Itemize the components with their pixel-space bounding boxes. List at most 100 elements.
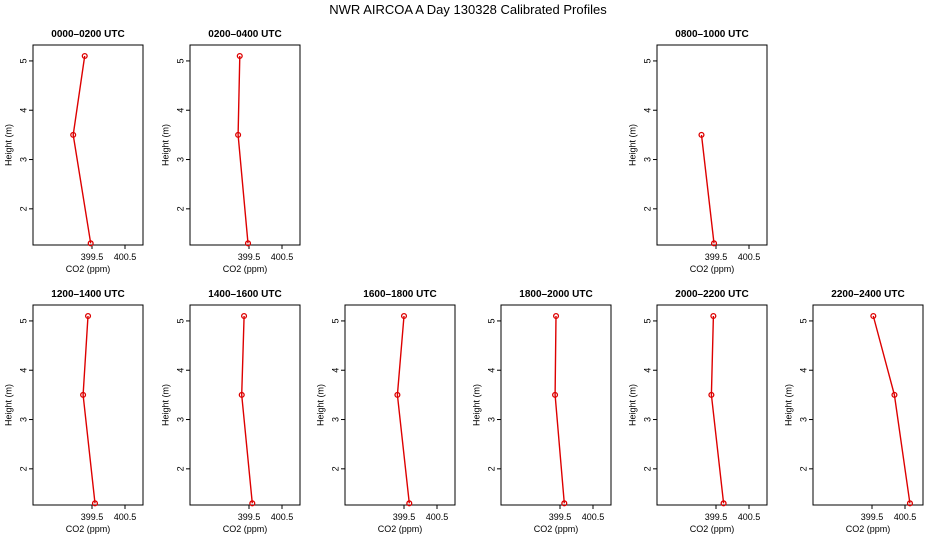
panel-title: 0800–1000 UTC (675, 29, 748, 40)
x-tick-label: 399.5 (861, 512, 884, 522)
panel-title: 0000–0200 UTC (51, 29, 124, 40)
series-line (554, 315, 565, 504)
data-point (87, 240, 94, 247)
y-tick-label: 2 (642, 466, 652, 471)
plot-frame (656, 44, 768, 246)
series-line (237, 55, 249, 244)
y-tick-label: 5 (798, 318, 808, 323)
data-point (906, 500, 913, 507)
plot-frame (344, 304, 456, 506)
y-tick-label: 3 (486, 417, 496, 422)
profile-panel: 2000–2200 UTC 399.5 400.5 2 3 4 5 CO2 (ppm) Heig… (627, 289, 768, 534)
y-axis-label: Height (m) (315, 384, 325, 426)
series-line (82, 315, 96, 504)
plot-frame (189, 304, 301, 506)
x-tick-label: 399.5 (705, 512, 728, 522)
x-axis-label: CO2 (ppm) (534, 524, 579, 534)
y-tick-label: 3 (175, 157, 185, 162)
x-axis-label: CO2 (ppm) (223, 264, 268, 274)
panel-title: 1400–1600 UTC (208, 289, 281, 300)
plot-frame (189, 44, 301, 246)
y-tick-label: 5 (642, 58, 652, 63)
series-line (240, 315, 253, 504)
x-tick-label: 400.5 (114, 252, 137, 262)
plot-frame (32, 44, 144, 246)
plot-frame (32, 304, 144, 506)
series-line (700, 134, 715, 244)
y-axis-label: Height (m) (3, 384, 13, 426)
y-axis-label: Height (m) (160, 384, 170, 426)
plot-frame (656, 304, 768, 506)
y-tick-label: 5 (18, 318, 28, 323)
x-tick-label: 399.5 (393, 512, 416, 522)
x-tick-label: 399.5 (238, 512, 261, 522)
y-tick-label: 4 (798, 368, 808, 373)
plot-frame (812, 304, 924, 506)
y-tick-label: 4 (486, 368, 496, 373)
y-tick-label: 2 (175, 206, 185, 211)
x-tick-label: 399.5 (705, 252, 728, 262)
x-tick-label: 400.5 (738, 252, 761, 262)
y-axis-label: Height (m) (3, 124, 13, 166)
y-tick-label: 3 (642, 417, 652, 422)
data-point (244, 240, 252, 247)
y-tick-label: 2 (642, 206, 652, 211)
profile-panel: 0200–0400 UTC 399.5 400.5 2 3 4 5 CO2 (ppm) Heig… (160, 29, 301, 274)
x-tick-label: 400.5 (894, 512, 917, 522)
x-axis-label: CO2 (ppm) (223, 524, 268, 534)
panel-grid: 0000–0200 UTC 399.5 400.5 2 3 4 5 CO2 (ppm) Heig… (3, 29, 924, 534)
y-tick-label: 3 (175, 417, 185, 422)
y-axis-label: Height (m) (627, 384, 637, 426)
data-point (394, 391, 401, 398)
y-tick-label: 2 (18, 466, 28, 471)
data-point (236, 52, 243, 60)
data-point (235, 131, 242, 138)
data-point (710, 240, 718, 247)
series-line (72, 55, 92, 244)
y-tick-label: 4 (330, 368, 340, 373)
data-point (561, 500, 568, 507)
x-axis-label: CO2 (ppm) (66, 264, 111, 274)
y-tick-label: 5 (175, 58, 185, 63)
series-line (396, 315, 410, 504)
y-tick-label: 3 (18, 157, 28, 162)
x-axis-label: CO2 (ppm) (690, 264, 735, 274)
panel-title: 0200–0400 UTC (208, 29, 281, 40)
data-point (249, 500, 256, 507)
data-point (406, 500, 413, 507)
y-tick-label: 4 (18, 368, 28, 373)
data-point (400, 312, 408, 320)
y-tick-label: 3 (18, 417, 28, 422)
panel-title: 1600–1800 UTC (363, 289, 436, 300)
y-axis-label: Height (m) (160, 124, 170, 166)
x-axis-label: CO2 (ppm) (846, 524, 891, 534)
y-tick-label: 5 (330, 318, 340, 323)
panel-title: 1800–2000 UTC (519, 289, 592, 300)
data-point (81, 52, 88, 60)
x-tick-label: 399.5 (549, 512, 572, 522)
y-tick-label: 2 (798, 466, 808, 471)
x-axis-label: CO2 (ppm) (378, 524, 423, 534)
data-point (552, 312, 560, 320)
y-tick-label: 5 (642, 318, 652, 323)
panel-title: 2000–2200 UTC (675, 289, 748, 300)
y-tick-label: 2 (486, 466, 496, 471)
data-point (720, 500, 727, 507)
page-title: NWR AIRCOA A Day 130328 Calibrated Profi… (329, 2, 607, 17)
data-point (698, 131, 705, 138)
data-point (80, 391, 87, 398)
y-tick-label: 2 (175, 466, 185, 471)
y-tick-label: 5 (175, 318, 185, 323)
x-tick-label: 400.5 (738, 512, 761, 522)
profile-panel: 0800–1000 UTC 399.5 400.5 2 3 4 5 CO2 (ppm) Heig… (627, 29, 768, 274)
x-tick-label: 399.5 (81, 252, 104, 262)
y-tick-label: 5 (18, 58, 28, 63)
data-point (238, 391, 245, 398)
data-point (710, 312, 717, 320)
x-tick-label: 399.5 (81, 512, 104, 522)
y-tick-label: 2 (330, 466, 340, 471)
y-axis-label: Height (m) (783, 384, 793, 426)
x-axis-label: CO2 (ppm) (66, 524, 111, 534)
data-point (84, 312, 92, 320)
y-axis-label: Height (m) (471, 384, 481, 426)
